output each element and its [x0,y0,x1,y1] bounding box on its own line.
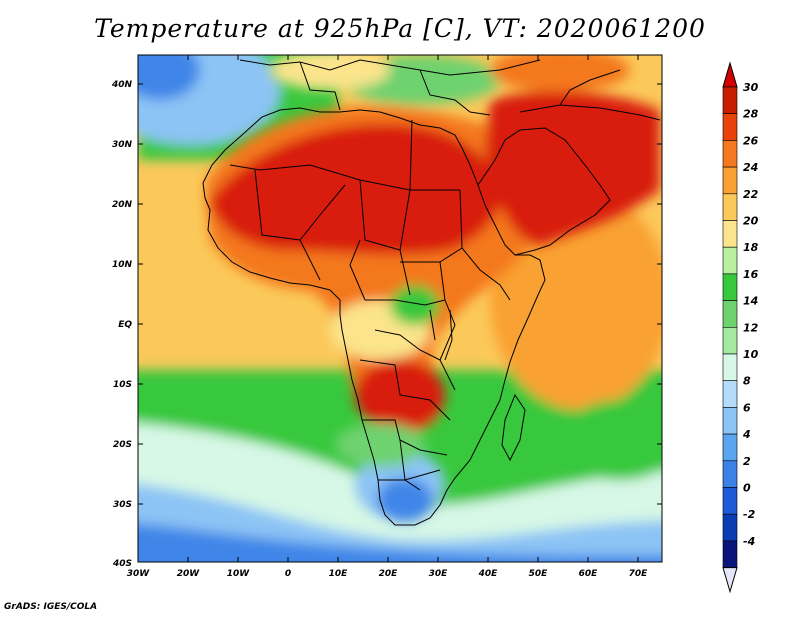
colorbar-swatch [722,326,738,355]
colorbar-swatch [722,166,738,195]
lon-label-10e: 10E [329,569,349,579]
lon-label-40e: 40E [478,569,499,579]
colorbar-label: 30 [743,81,759,94]
lat-label-10s: 10S [113,380,132,390]
colorbar-swatch [722,300,738,328]
colorbar-label: 26 [743,134,759,147]
colorbar-label: 14 [743,295,758,308]
colorbar-swatch [722,193,738,221]
lon-label-70e: 70E [629,569,649,579]
lon-label-30w: 30W [127,569,151,579]
colorbar-swatch [722,433,738,462]
longitude-axis: 30W 20W 10W 0 10E 20E 30E 40E 50E 60E 70… [127,55,648,579]
colorbar-over-arrow [722,61,738,88]
colorbar-label: 6 [743,401,751,414]
colorbar-under-arrow [722,567,738,594]
colorbar-label: -2 [743,508,756,521]
lat-label-40s: 40S [112,559,132,569]
colorbar-swatch [722,113,738,141]
lat-label-20s: 20S [113,440,132,450]
colorbar-swatch [722,460,738,488]
lat-label-40n: 40N [111,80,133,90]
colorbar-swatch [722,273,738,301]
colorbar-label: 24 [743,161,758,174]
colorbar-label: 2 [743,455,751,468]
colorbar-label: 12 [743,321,759,334]
colorbar-label: 8 [743,375,751,388]
country-borders [202,59,661,526]
lat-label-10n: 10N [112,260,133,270]
colorbar-swatch [722,487,738,515]
colorbar-label: 28 [743,108,759,121]
lat-label-30s: 30S [113,500,132,510]
lon-label-10w: 10W [227,569,251,579]
colorbar-label: 4 [742,428,751,441]
colorbar-swatch [722,513,738,542]
colorbar-swatch [722,407,738,435]
colorbar-swatch [722,220,738,248]
lat-label-30n: 30N [112,140,133,150]
lon-label-20e: 20E [379,569,399,579]
lon-label-0: 0 [285,569,291,579]
colorbar-swatch [722,353,738,382]
colorbar-swatch [722,380,738,408]
lon-label-30e: 30E [429,569,449,579]
colorbar-label: 16 [743,268,759,281]
lat-label-20n: 20N [112,200,133,210]
lat-label-eq: EQ [118,320,132,330]
credit-label: GrADS: IGES/COLA [4,602,98,612]
latitude-axis: 40N 30N 20N 10N EQ 10S 20S 30S 40S [111,80,662,569]
temperature-field [138,55,662,562]
colorbar-label: 22 [743,188,759,201]
colorbar-label: 18 [743,241,759,254]
colorbar-swatch [722,86,738,115]
colorbar-label: 20 [743,215,759,228]
colorbar-label: 10 [743,348,759,361]
colorbar-swatch [722,540,738,568]
colorbar-label: 0 [743,482,751,495]
lon-label-60e: 60E [579,569,599,579]
lon-label-20w: 20W [177,569,201,579]
colorbar-swatch [722,246,738,275]
lon-label-50e: 50E [529,569,549,579]
colorbar-label: -4 [743,535,755,548]
map-title: Temperature at 925hPa [C], VT: 202006120… [94,14,706,43]
map-frame [137,54,663,563]
colorbar-swatch [722,140,738,168]
